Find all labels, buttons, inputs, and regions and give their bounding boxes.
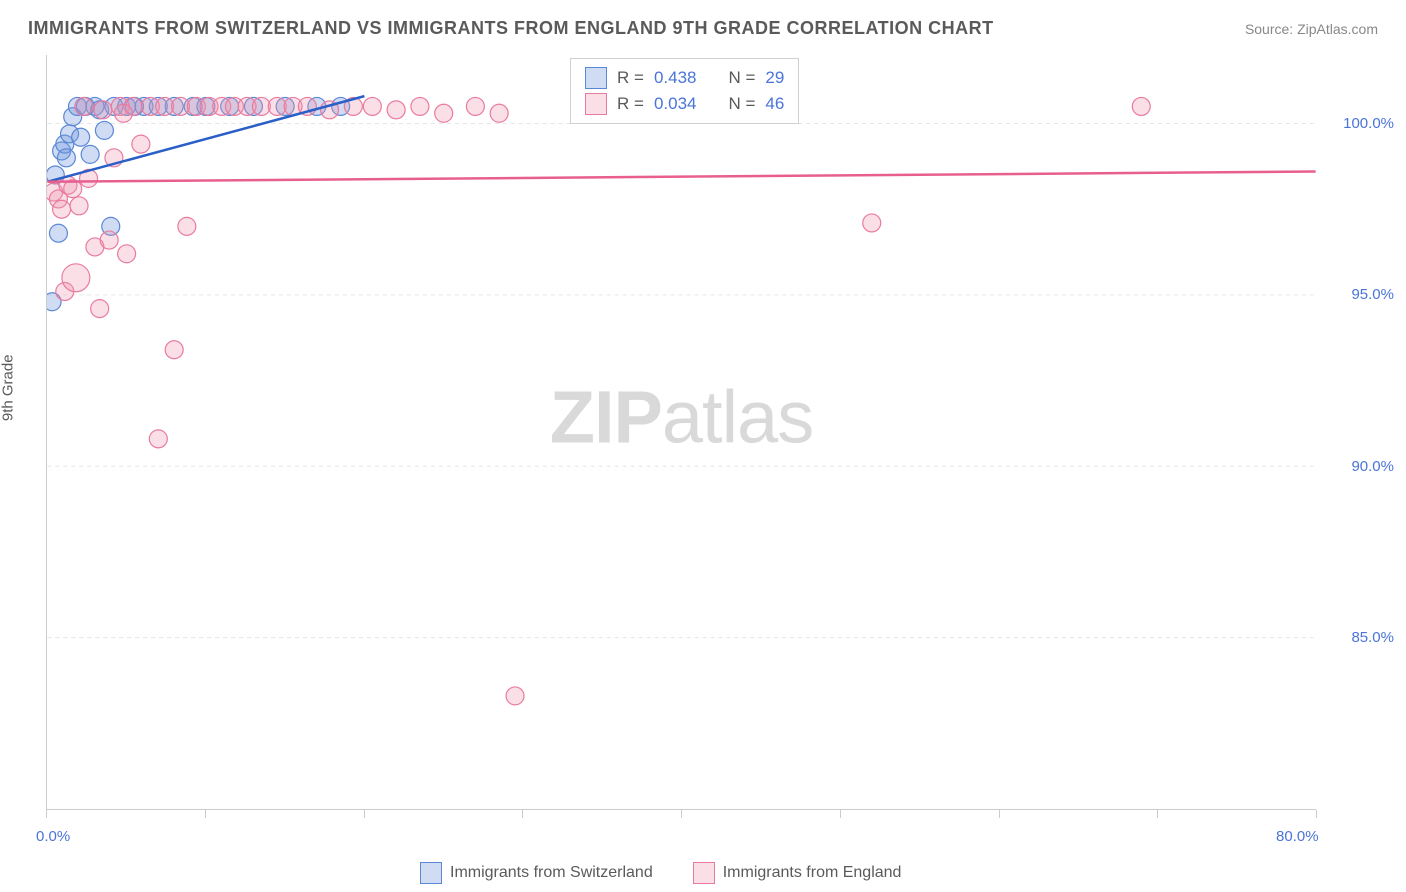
- scatter-point: [490, 104, 508, 122]
- x-tick-mark: [46, 810, 47, 818]
- scatter-point: [863, 214, 881, 232]
- scatter-point: [81, 145, 99, 163]
- scatter-plot-svg: [47, 55, 1316, 809]
- legend-bottom-label-1: Immigrants from England: [723, 864, 902, 882]
- scatter-point: [165, 341, 183, 359]
- scatter-point: [91, 300, 109, 318]
- scatter-point: [411, 97, 429, 115]
- scatter-point: [94, 101, 112, 119]
- n-label-1: N =: [728, 94, 755, 114]
- x-tick-label: 0.0%: [36, 828, 70, 845]
- scatter-point: [387, 101, 405, 119]
- n-label-0: N =: [728, 68, 755, 88]
- x-tick-mark: [999, 810, 1000, 818]
- n-value-1: 46: [765, 94, 784, 114]
- scatter-point: [178, 217, 196, 235]
- scatter-point: [70, 197, 88, 215]
- y-axis-label: 9th Grade: [0, 354, 17, 421]
- scatter-point: [435, 104, 453, 122]
- legend-row-1: R = 0.034 N = 46: [585, 91, 784, 117]
- scatter-point: [132, 135, 150, 153]
- y-tick-label: 95.0%: [1324, 286, 1394, 303]
- legend-swatch-1: [585, 93, 607, 115]
- x-tick-mark: [205, 810, 206, 818]
- scatter-point: [114, 104, 132, 122]
- plot-area: ZIPatlas: [46, 55, 1316, 810]
- y-tick-label: 100.0%: [1324, 115, 1394, 132]
- x-tick-mark: [1316, 810, 1317, 818]
- legend-row-0: R = 0.438 N = 29: [585, 65, 784, 91]
- x-tick-mark: [522, 810, 523, 818]
- x-tick-mark: [840, 810, 841, 818]
- title-bar: IMMIGRANTS FROM SWITZERLAND VS IMMIGRANT…: [28, 18, 1378, 39]
- x-tick-mark: [1157, 810, 1158, 818]
- y-tick-label: 90.0%: [1324, 458, 1394, 475]
- scatter-point: [75, 97, 93, 115]
- scatter-point: [1132, 97, 1150, 115]
- x-tick-mark: [681, 810, 682, 818]
- legend-bottom-swatch-1: [693, 862, 715, 884]
- r-value-0: 0.438: [654, 68, 697, 88]
- y-tick-label: 85.0%: [1324, 629, 1394, 646]
- legend-item-0: Immigrants from Switzerland: [420, 862, 653, 884]
- source-label: Source: ZipAtlas.com: [1245, 21, 1378, 37]
- legend-series: Immigrants from Switzerland Immigrants f…: [420, 862, 901, 884]
- legend-correlation: R = 0.438 N = 29 R = 0.034 N = 46: [570, 58, 799, 124]
- scatter-point: [72, 128, 90, 146]
- legend-swatch-0: [585, 67, 607, 89]
- scatter-point: [95, 121, 113, 139]
- x-tick-label: 80.0%: [1276, 828, 1319, 845]
- n-value-0: 29: [765, 68, 784, 88]
- scatter-point: [363, 97, 381, 115]
- r-label-1: R =: [617, 94, 644, 114]
- trend-line: [47, 172, 1315, 182]
- r-value-1: 0.034: [654, 94, 697, 114]
- legend-bottom-swatch-0: [420, 862, 442, 884]
- chart-title: IMMIGRANTS FROM SWITZERLAND VS IMMIGRANT…: [28, 18, 994, 39]
- scatter-point: [506, 687, 524, 705]
- scatter-point: [49, 224, 67, 242]
- r-label-0: R =: [617, 68, 644, 88]
- scatter-point: [62, 264, 90, 292]
- scatter-point: [466, 97, 484, 115]
- scatter-point: [100, 231, 118, 249]
- scatter-point: [53, 200, 71, 218]
- scatter-point: [57, 149, 75, 167]
- scatter-point: [149, 430, 167, 448]
- x-tick-mark: [364, 810, 365, 818]
- scatter-point: [118, 245, 136, 263]
- legend-item-1: Immigrants from England: [693, 862, 902, 884]
- legend-bottom-label-0: Immigrants from Switzerland: [450, 864, 653, 882]
